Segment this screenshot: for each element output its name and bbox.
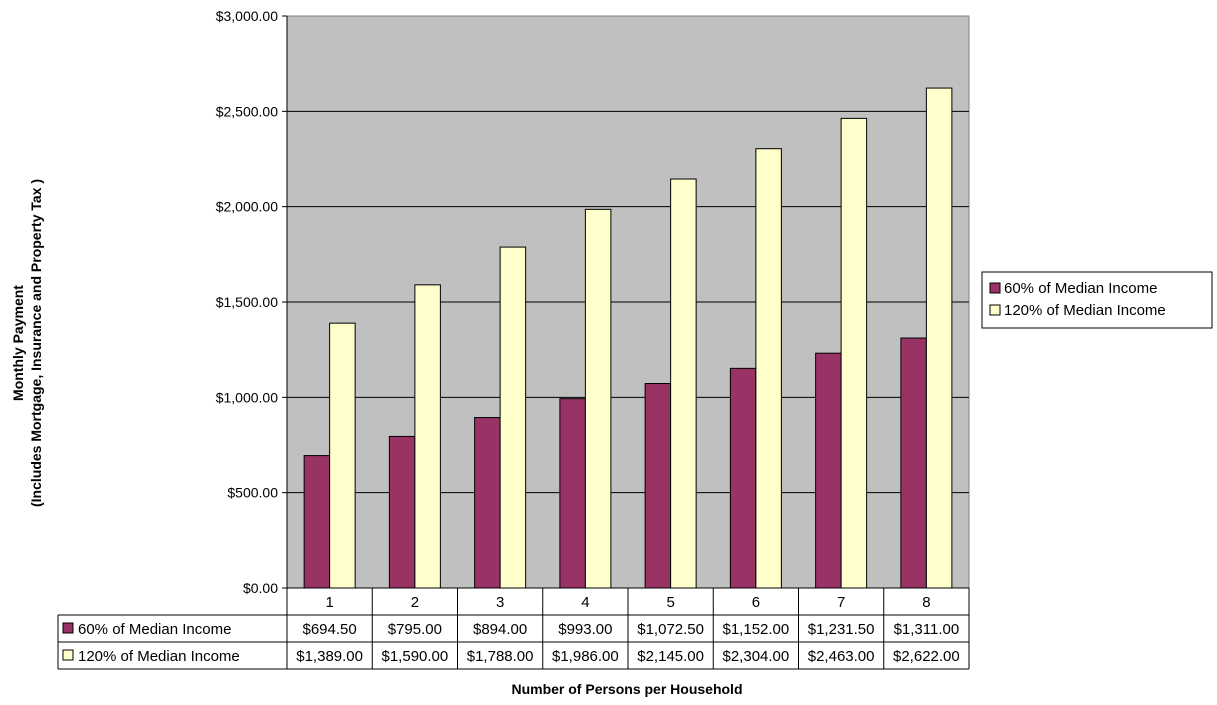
y-tick-label: $2,000.00: [216, 199, 278, 215]
y-axis: $0.00 $500.00 $1,000.00 $1,500.00 $2,000.00 $…: [216, 8, 288, 596]
table-series-name: 120% of Median Income: [78, 648, 240, 665]
bar: [815, 352, 842, 589]
legend-box: [981, 271, 1213, 329]
bar: [644, 383, 672, 589]
x-axis-title: Number of Persons per Household: [511, 681, 742, 697]
bar: [303, 455, 331, 589]
y-tick-label: $1,000.00: [216, 389, 278, 405]
y-axis-title-line-1: Monthly Payment: [10, 285, 26, 401]
data-label: $2,304.00: [723, 648, 790, 665]
bar: [329, 322, 356, 589]
data-label: $1,231.50: [808, 621, 875, 638]
bar: [388, 435, 416, 589]
legend-label: 60% of Median Income: [1004, 280, 1157, 297]
bar: [584, 208, 612, 589]
y-tick-label: $2,500.00: [216, 103, 278, 119]
x-tick-label: 6: [752, 594, 760, 611]
bar: [755, 148, 782, 589]
data-table: 1 2 3 4 5 6 7 8 60% of Median Income $694.50 $795.…: [57, 587, 970, 670]
legend-swatch: [989, 282, 1001, 294]
legend-swatch: [989, 304, 1001, 316]
x-tick-label: 7: [837, 594, 845, 611]
x-tick-label: 1: [325, 594, 333, 611]
bar: [900, 337, 927, 589]
bar: [670, 178, 697, 589]
bars: [303, 87, 953, 589]
bar: [840, 117, 868, 589]
data-label: $2,622.00: [893, 648, 960, 665]
table-legend-swatch: [62, 649, 74, 661]
y-tick-label: $1,500.00: [216, 294, 278, 310]
data-label: $795.00: [388, 621, 442, 638]
table-series-name: 60% of Median Income: [78, 621, 231, 638]
data-label: $1,072.50: [637, 621, 704, 638]
x-tick-label: 2: [411, 594, 419, 611]
data-label: $1,788.00: [467, 648, 534, 665]
legend-label: 120% of Median Income: [1004, 302, 1166, 319]
x-tick-label: 5: [666, 594, 674, 611]
bar: [414, 284, 441, 589]
bar: [499, 246, 527, 589]
data-label: $1,986.00: [552, 648, 619, 665]
y-tick-label: $500.00: [227, 485, 278, 501]
data-label: $694.50: [303, 621, 357, 638]
data-label: $894.00: [473, 621, 527, 638]
data-label: $993.00: [558, 621, 612, 638]
data-label: $2,145.00: [637, 648, 704, 665]
bar: [925, 87, 953, 589]
table-legend-swatch: [62, 622, 74, 634]
data-label: $2,463.00: [808, 648, 875, 665]
bar: [729, 367, 757, 589]
bar: [559, 398, 586, 589]
bar: [474, 417, 501, 589]
data-label: $1,311.00: [894, 621, 960, 638]
y-tick-label: $3,000.00: [216, 8, 278, 24]
data-label: $1,389.00: [296, 648, 363, 665]
legend: 60% of Median Income 120% of Median Incom…: [981, 271, 1213, 329]
data-label: $1,590.00: [382, 648, 449, 665]
x-tick-label: 8: [922, 594, 930, 611]
data-label: $1,152.00: [723, 621, 790, 638]
y-axis-title-line-2: (Includes Mortgage, Insurance and Proper…: [28, 179, 44, 507]
x-tick-label: 4: [581, 594, 589, 611]
y-tick-label: $0.00: [243, 580, 278, 596]
x-tick-label: 3: [496, 594, 504, 611]
